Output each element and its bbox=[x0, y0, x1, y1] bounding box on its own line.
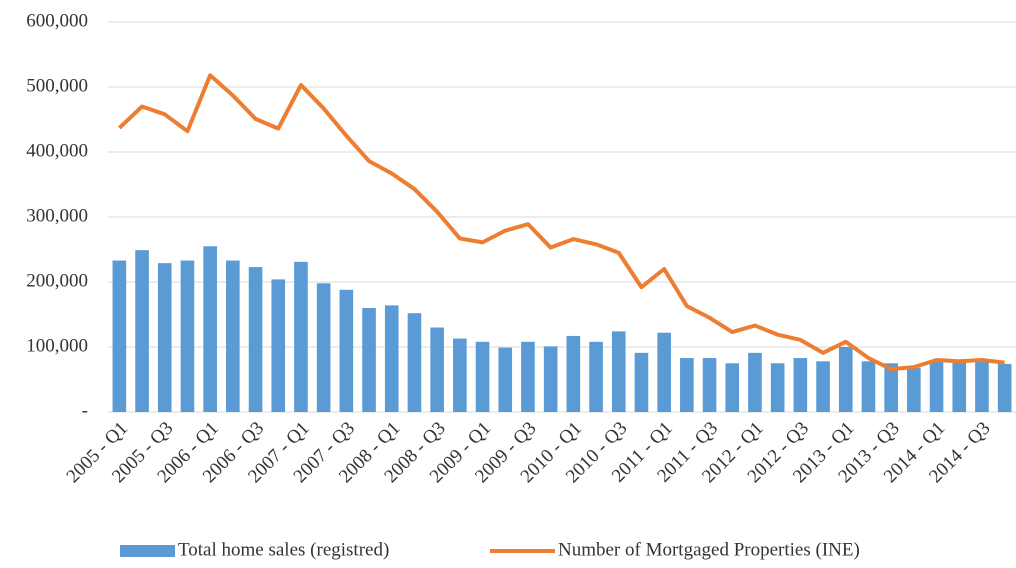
bar bbox=[112, 260, 127, 412]
bar bbox=[271, 279, 286, 412]
bar bbox=[816, 361, 830, 412]
legend-label: Total home sales (registred) bbox=[178, 539, 389, 560]
bar bbox=[384, 305, 399, 412]
bar bbox=[362, 308, 376, 412]
bar bbox=[634, 352, 649, 412]
bar bbox=[884, 363, 898, 412]
bar bbox=[407, 313, 422, 412]
y-tick-label: 100,000 bbox=[26, 335, 88, 356]
bar bbox=[475, 341, 490, 412]
bar bbox=[861, 361, 876, 412]
bar bbox=[339, 289, 354, 412]
bar bbox=[226, 260, 240, 412]
bar bbox=[521, 341, 535, 412]
bar bbox=[135, 250, 149, 412]
bar bbox=[248, 267, 263, 412]
bar bbox=[589, 341, 603, 412]
line bbox=[117, 73, 1005, 372]
bar bbox=[680, 358, 694, 412]
bar bbox=[952, 362, 967, 412]
bar bbox=[929, 360, 944, 412]
bar bbox=[430, 327, 444, 412]
bar bbox=[611, 331, 626, 412]
bar bbox=[657, 332, 671, 412]
y-tick-label: 200,000 bbox=[26, 270, 88, 291]
bar bbox=[702, 358, 717, 412]
legend-swatch bbox=[120, 545, 175, 557]
y-tick-label: 500,000 bbox=[26, 75, 88, 96]
bar bbox=[725, 363, 740, 412]
bar bbox=[770, 363, 785, 412]
y-tick-label: 400,000 bbox=[26, 140, 88, 161]
bar bbox=[316, 283, 331, 412]
y-tick-label: - bbox=[82, 400, 88, 421]
bar bbox=[838, 347, 853, 412]
legend-label: Number of Mortgaged Properties (INE) bbox=[558, 539, 860, 560]
bar bbox=[543, 346, 558, 412]
bar bbox=[180, 260, 195, 412]
bar bbox=[157, 263, 172, 412]
bar bbox=[203, 246, 217, 412]
y-tick-label: 600,000 bbox=[26, 10, 88, 31]
bar bbox=[566, 335, 581, 412]
bar bbox=[907, 367, 921, 412]
bar bbox=[997, 363, 1012, 412]
bar bbox=[498, 347, 513, 412]
bar bbox=[793, 358, 808, 412]
bar bbox=[748, 352, 762, 412]
bar bbox=[975, 361, 989, 412]
y-tick-label: 300,000 bbox=[26, 205, 88, 226]
bar bbox=[294, 261, 308, 412]
bar bbox=[453, 338, 467, 412]
